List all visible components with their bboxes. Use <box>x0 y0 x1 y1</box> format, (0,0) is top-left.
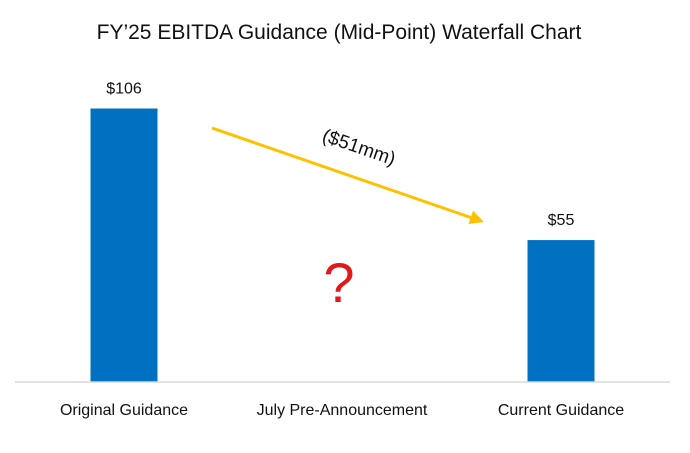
category-labels: Original Guidance July Pre-Announcement Cu… <box>60 402 624 419</box>
category-label-july-pre-announcement: July Pre-Announcement <box>257 402 428 419</box>
question-mark-annotation: ? <box>323 251 354 314</box>
data-label-current-guidance: $55 <box>548 212 575 229</box>
bar-current-guidance <box>527 240 595 382</box>
data-label-original-guidance: $106 <box>106 81 142 98</box>
bars-layer: $106 $55 <box>90 81 595 382</box>
category-label-original-guidance: Original Guidance <box>60 402 188 419</box>
annotations-layer: ($51mm)? <box>211 125 484 314</box>
category-label-current-guidance: Current Guidance <box>498 402 624 419</box>
change-arrow-line <box>211 126 479 222</box>
chart-title: FY’25 EBITDA Guidance (Mid-Point) Waterf… <box>97 21 582 44</box>
change-annotation: ($51mm) <box>319 125 398 170</box>
change-arrow-head <box>468 210 484 225</box>
bar-original-guidance <box>90 108 158 382</box>
